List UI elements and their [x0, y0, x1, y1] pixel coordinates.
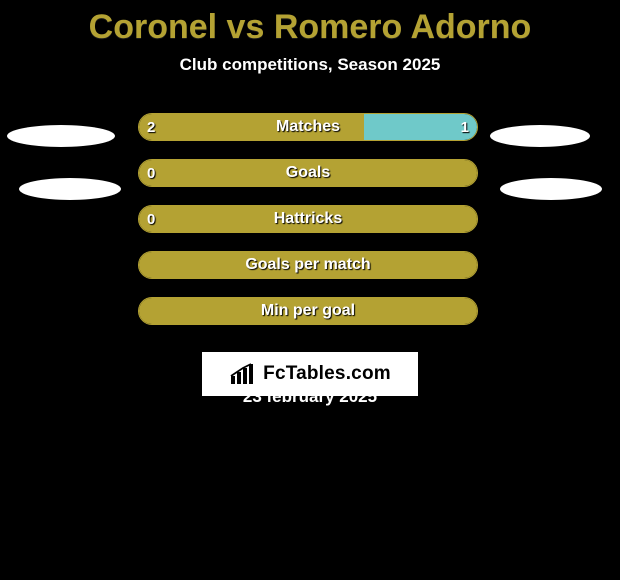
bar-track: Goals per match [138, 251, 478, 279]
bar-left-fill [139, 160, 477, 186]
bar-track: Hattricks0 [138, 205, 478, 233]
bar-left-fill [139, 114, 364, 140]
comparison-row: Goals per match [0, 251, 620, 279]
left-ellipse [19, 178, 121, 200]
left-ellipse [7, 125, 115, 147]
bar-track: Matches21 [138, 113, 478, 141]
right-ellipse [490, 125, 590, 147]
right-ellipse [500, 178, 602, 200]
comparison-row: Min per goal [0, 297, 620, 325]
comparison-row: Hattricks0 [0, 205, 620, 233]
bar-left-fill [139, 206, 477, 232]
bar-track: Goals0 [138, 159, 478, 187]
logo-bars-icon [229, 362, 257, 386]
bar-left-fill [139, 252, 477, 278]
bar-left-fill [139, 298, 477, 324]
logo-box[interactable]: FcTables.com [202, 352, 418, 396]
page-title: Coronel vs Romero Adorno [0, 0, 620, 47]
bar-track: Min per goal [138, 297, 478, 325]
bar-right-fill [364, 114, 477, 140]
page-subtitle: Club competitions, Season 2025 [0, 55, 620, 75]
logo-text: FcTables.com [263, 363, 391, 385]
